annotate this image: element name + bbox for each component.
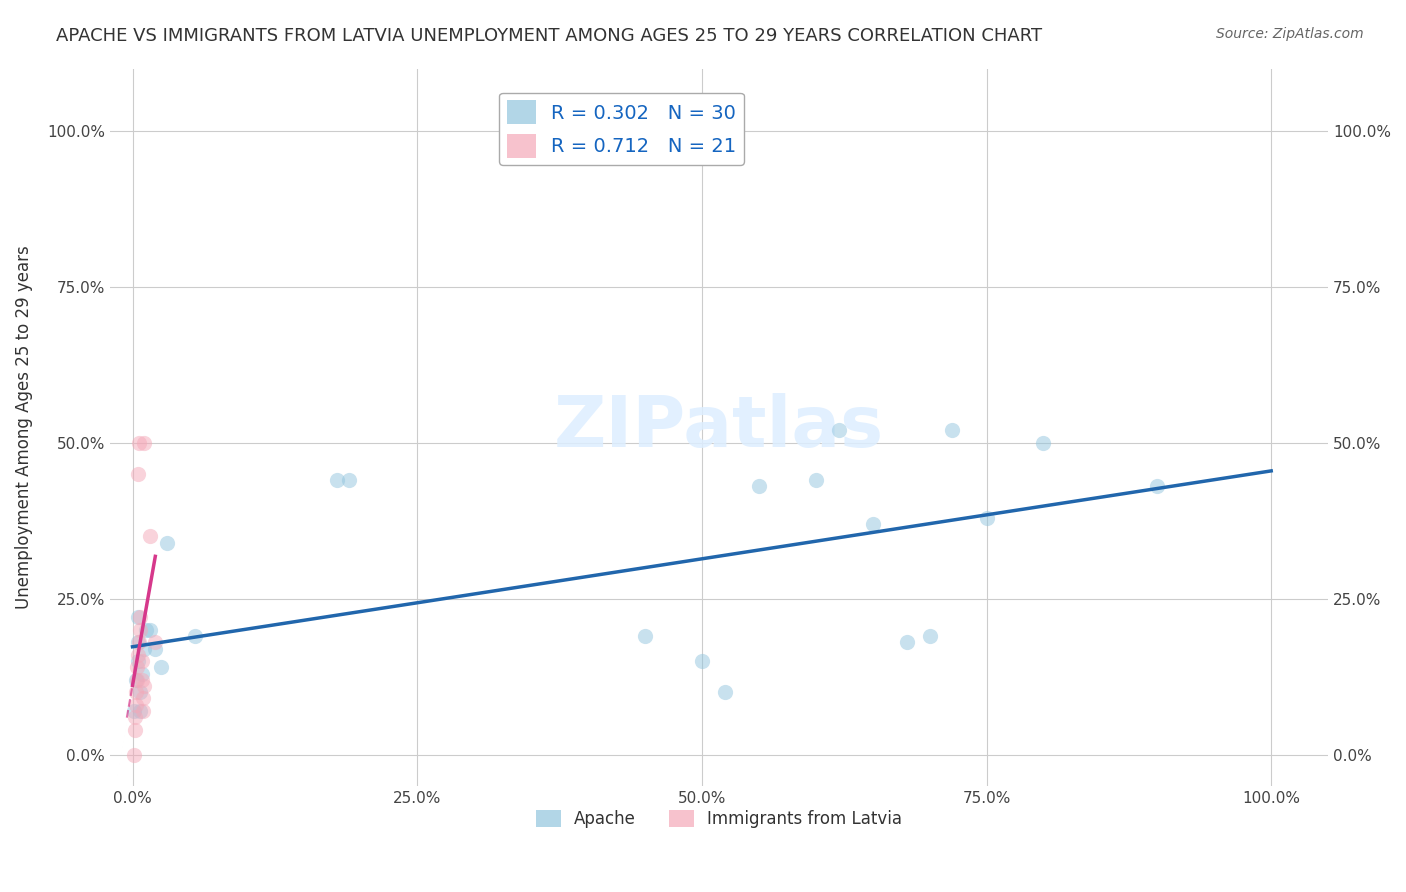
Point <box>127 610 149 624</box>
Point <box>804 473 827 487</box>
Text: APACHE VS IMMIGRANTS FROM LATVIA UNEMPLOYMENT AMONG AGES 25 TO 29 YEARS CORRELAT: APACHE VS IMMIGRANTS FROM LATVIA UNEMPLO… <box>56 27 1042 45</box>
Point <box>131 654 153 668</box>
Point <box>128 635 150 649</box>
Point <box>896 635 918 649</box>
Point <box>122 704 145 718</box>
Point <box>127 648 149 662</box>
Point <box>138 529 160 543</box>
Point <box>156 535 179 549</box>
Point <box>127 467 149 481</box>
Text: ZIPatlas: ZIPatlas <box>554 392 884 462</box>
Point <box>337 473 360 487</box>
Point <box>124 710 146 724</box>
Point <box>127 635 149 649</box>
Point <box>129 704 152 718</box>
Point <box>713 685 735 699</box>
Point <box>143 635 166 649</box>
Point <box>748 479 770 493</box>
Point <box>827 423 849 437</box>
Point <box>326 473 349 487</box>
Text: Source: ZipAtlas.com: Source: ZipAtlas.com <box>1216 27 1364 41</box>
Point <box>124 723 146 737</box>
Point <box>1146 479 1168 493</box>
Point <box>125 660 148 674</box>
Point <box>138 623 160 637</box>
Point <box>129 685 152 699</box>
Point <box>132 679 155 693</box>
Point <box>129 610 152 624</box>
Legend: Apache, Immigrants from Latvia: Apache, Immigrants from Latvia <box>529 804 910 835</box>
Point <box>862 516 884 531</box>
Point <box>976 510 998 524</box>
Y-axis label: Unemployment Among Ages 25 to 29 years: Unemployment Among Ages 25 to 29 years <box>15 245 32 609</box>
Point <box>135 623 157 637</box>
Point <box>918 629 941 643</box>
Point <box>634 629 657 643</box>
Point <box>125 685 148 699</box>
Point <box>125 673 148 687</box>
Point <box>125 673 148 687</box>
Point <box>690 654 713 668</box>
Point <box>143 641 166 656</box>
Point <box>1032 435 1054 450</box>
Point <box>127 654 149 668</box>
Point <box>129 623 152 637</box>
Point <box>132 435 155 450</box>
Point <box>128 435 150 450</box>
Point <box>132 641 155 656</box>
Point <box>150 660 173 674</box>
Point <box>132 704 155 718</box>
Point <box>184 629 207 643</box>
Point <box>132 691 155 706</box>
Point <box>122 747 145 762</box>
Point <box>941 423 963 437</box>
Point <box>131 666 153 681</box>
Point <box>131 673 153 687</box>
Point <box>125 698 148 712</box>
